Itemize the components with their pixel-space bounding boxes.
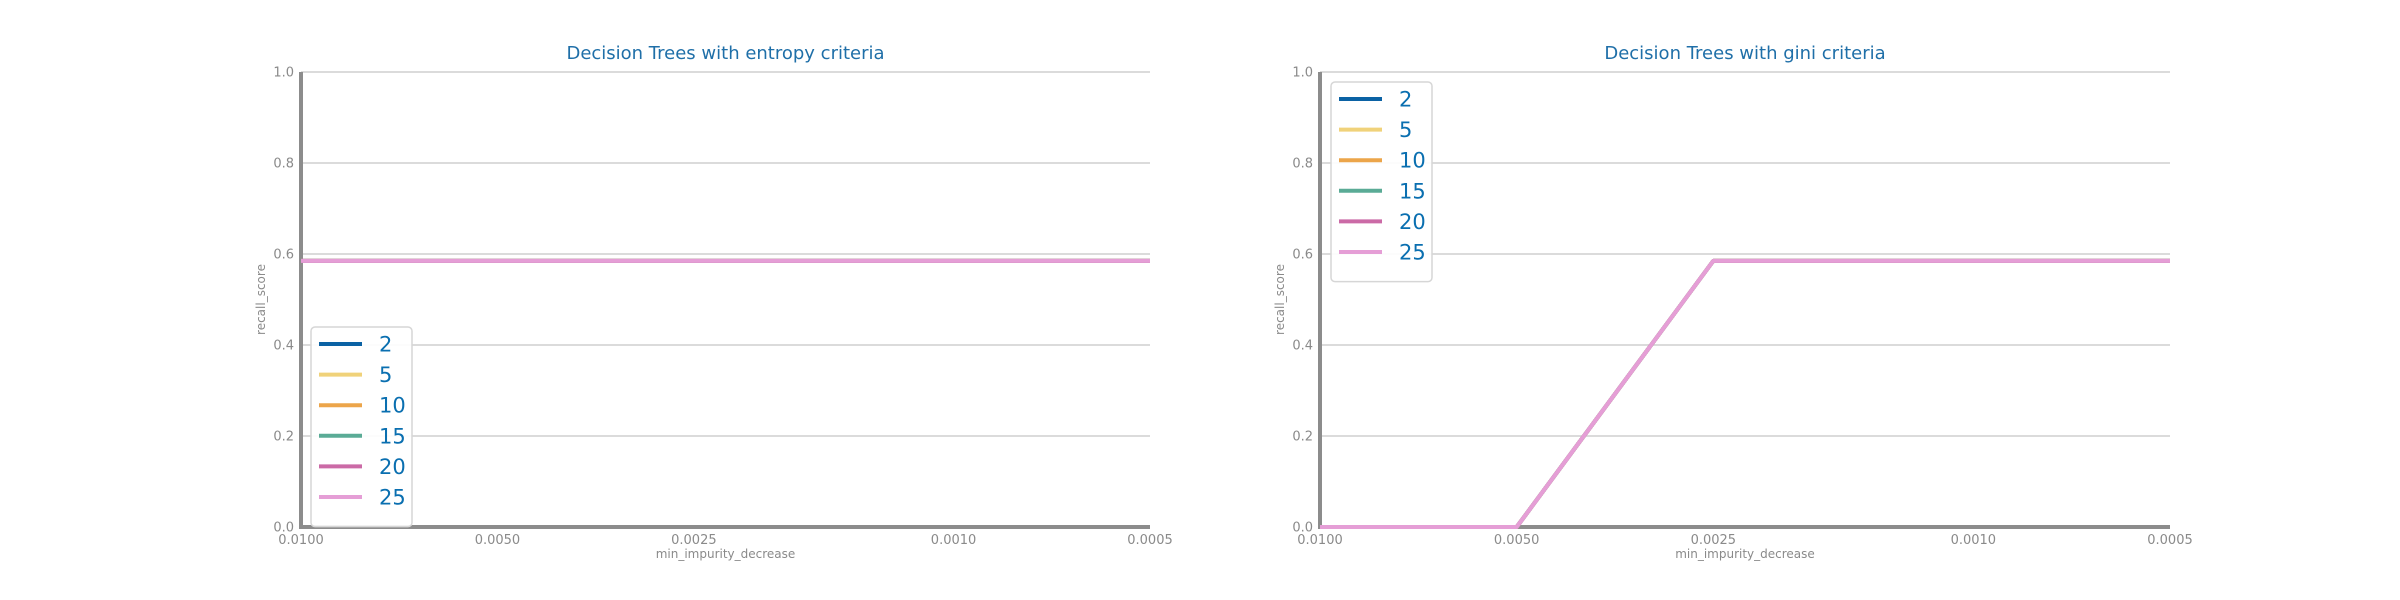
- series-line-5: [1320, 258, 2170, 529]
- legend-label: 15: [379, 424, 406, 448]
- y-tick-label: 0.8: [1292, 157, 1313, 172]
- legend-label: 25: [379, 486, 406, 510]
- chart-panel-1: 0.0 0.2 0.4 0.6 0.8 1.0 0.0100 0.0050 0.0025 0.00…: [1273, 43, 2193, 561]
- x-tick-label: 0.0025: [1691, 533, 1737, 548]
- y-tick-label: 0.0: [273, 521, 294, 536]
- x-tick-label: 0.0010: [1951, 533, 1997, 548]
- x-tick-label: 0.0005: [2147, 533, 2193, 548]
- series-line-25: [1320, 258, 2170, 529]
- legend-label: 10: [1399, 149, 1426, 173]
- y-tick-label: 0.8: [273, 157, 294, 172]
- series-line-20: [1320, 258, 2170, 529]
- legend-label: 25: [1399, 241, 1426, 265]
- legend-box: [310, 326, 413, 528]
- x-tick-label: 0.0100: [1297, 533, 1343, 548]
- chart-title: Decision Trees with entropy criteria: [566, 43, 884, 64]
- x-tick-label: 0.0005: [1127, 533, 1173, 548]
- series-line-15: [1320, 258, 2170, 529]
- legend-label: 2: [1399, 88, 1412, 112]
- chart-panel-0: 0.0 0.2 0.4 0.6 0.8 1.0 0.0100 0.0050 0.0025 0.00…: [254, 43, 1173, 561]
- y-tick-label: 0.0: [1292, 521, 1313, 536]
- x-tick-label: 0.0025: [671, 533, 717, 548]
- x-tick-label: 0.0050: [1494, 533, 1540, 548]
- x-axis-label: min_impurity_decrease: [656, 547, 796, 561]
- y-tick-label: 0.6: [1292, 248, 1313, 263]
- legend-label: 15: [1399, 179, 1426, 203]
- legend-box: [1330, 81, 1433, 283]
- legend-label: 5: [379, 363, 392, 387]
- series-line-2: [1320, 258, 2170, 529]
- x-tick-label: 0.0050: [475, 533, 521, 548]
- legend-label: 5: [1399, 118, 1412, 142]
- y-tick-label: 1.0: [1292, 66, 1313, 81]
- x-axis-label: min_impurity_decrease: [1675, 547, 1815, 561]
- legend-label: 10: [379, 394, 406, 418]
- chart-title: Decision Trees with gini criteria: [1604, 43, 1885, 64]
- y-axis-label: recall_score: [1273, 264, 1287, 335]
- y-tick-label: 0.6: [273, 248, 294, 263]
- y-tick-label: 0.2: [1292, 430, 1313, 445]
- y-tick-label: 0.2: [273, 430, 294, 445]
- legend-label: 2: [379, 333, 392, 357]
- y-tick-label: 1.0: [273, 66, 294, 81]
- legend-label: 20: [379, 455, 406, 479]
- legend-label: 20: [1399, 210, 1426, 234]
- y-tick-label: 0.4: [1292, 339, 1313, 354]
- y-axis-label: recall_score: [254, 264, 268, 335]
- y-tick-label: 0.4: [273, 339, 294, 354]
- x-tick-label: 0.0100: [278, 533, 324, 548]
- x-tick-label: 0.0010: [931, 533, 977, 548]
- series-line-10: [1320, 258, 2170, 529]
